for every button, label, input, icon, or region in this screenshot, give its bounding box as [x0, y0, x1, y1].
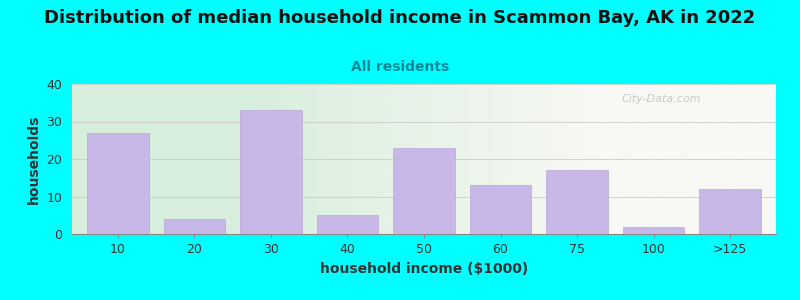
Bar: [164, 219, 225, 234]
Bar: [546, 170, 608, 234]
Bar: [699, 189, 761, 234]
Bar: [470, 185, 531, 234]
Y-axis label: households: households: [27, 114, 41, 204]
Bar: [317, 215, 378, 234]
Bar: [87, 133, 149, 234]
Bar: [394, 148, 454, 234]
Text: Distribution of median household income in Scammon Bay, AK in 2022: Distribution of median household income …: [44, 9, 756, 27]
Text: City-Data.com: City-Data.com: [621, 94, 701, 104]
Text: All residents: All residents: [351, 60, 449, 74]
Bar: [623, 226, 684, 234]
Bar: [240, 110, 302, 234]
X-axis label: household income ($1000): household income ($1000): [320, 262, 528, 276]
